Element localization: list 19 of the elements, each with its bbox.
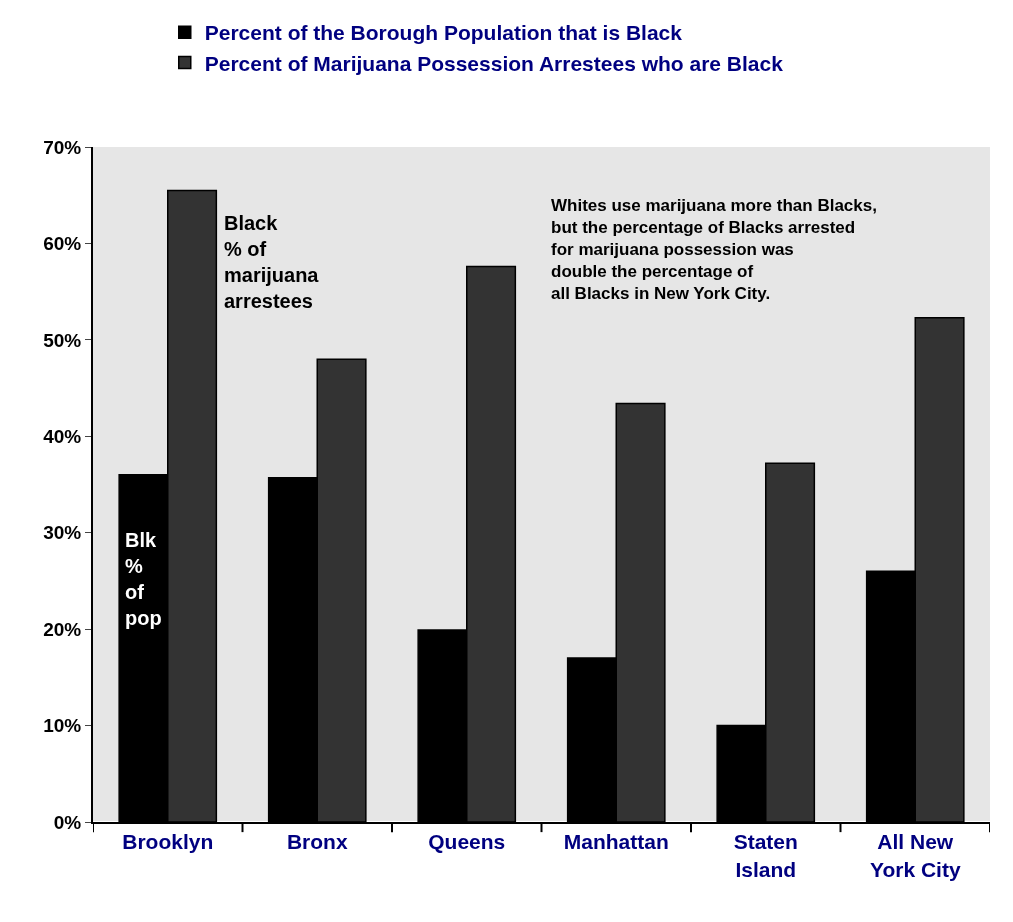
y-tick-label: 30%: [43, 522, 82, 544]
annotation: Blk % of pop: [125, 529, 162, 629]
y-tick-label: 50%: [43, 329, 82, 351]
legend-label: Percent of the Borough Population that is Black: [204, 21, 683, 45]
y-tick-label: 20%: [43, 618, 82, 640]
x-tick-label: Queens: [428, 830, 506, 854]
x-tick-label: Staten Island: [733, 830, 798, 881]
annotation: Whites use marijuana more than Blacks, but the percentage of Blacks arrested for marijuana possession was double the percentage of all Blacks in New York City.: [551, 196, 877, 304]
y-tick-label: 0%: [53, 811, 82, 833]
y-tick-label: 40%: [43, 425, 82, 447]
y-tick-label: 70%: [43, 136, 82, 158]
x-tick-label: Brooklyn: [122, 830, 214, 854]
legend-label: Percent of Marijuana Possession Arrestees who are Black: [204, 51, 784, 75]
y-tick-label: 10%: [43, 715, 82, 737]
x-tick-label: Bronx: [286, 830, 348, 854]
x-tick-label: All New York City: [869, 830, 961, 881]
x-tick-label: Manhattan: [563, 830, 669, 854]
annotation: Black % of marijuana arrestees: [224, 212, 320, 312]
y-tick-label: 60%: [43, 233, 82, 255]
